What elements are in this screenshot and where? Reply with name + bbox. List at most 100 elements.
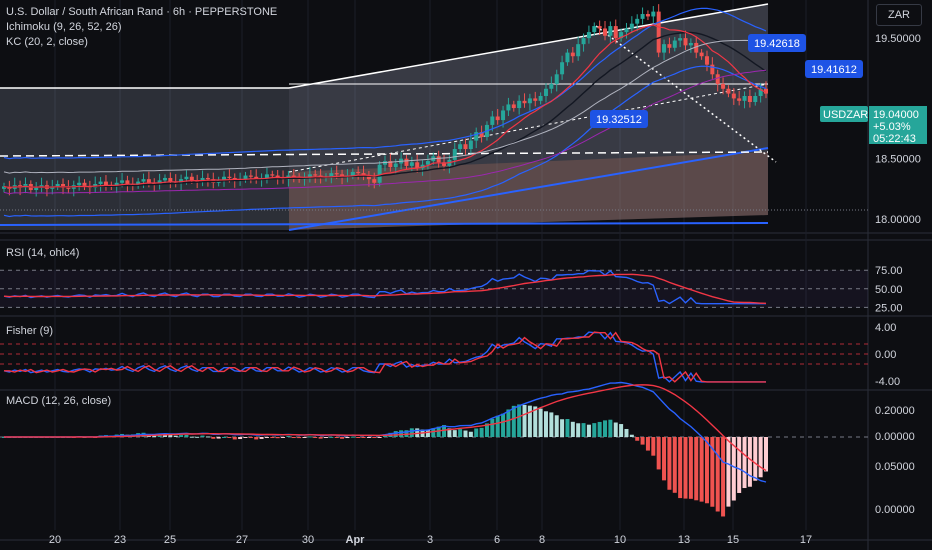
indicator-ichimoku-label[interactable]: Ichimoku (9, 26, 52, 26): [6, 21, 122, 33]
candle: [710, 64, 715, 75]
macd-hist-bar: [366, 437, 371, 438]
candle: [608, 26, 613, 36]
candle: [688, 42, 693, 46]
candle: [179, 179, 184, 183]
candle: [157, 180, 162, 184]
support-line-blue: [0, 222, 769, 226]
candle: [409, 162, 414, 166]
span-a-line: [3, 39, 767, 174]
candle: [77, 182, 82, 186]
macd-hist-bar: [318, 437, 323, 439]
candle: [248, 175, 253, 177]
candle: [388, 161, 393, 168]
macd-hist-bar: [597, 421, 602, 437]
macd-signal-line: [4, 384, 767, 472]
candle: [619, 32, 624, 39]
candle: [66, 187, 71, 189]
currency-selector[interactable]: ZAR: [876, 4, 922, 26]
macd-hist-bar: [543, 411, 548, 437]
rising-trendline-blue: [288, 147, 769, 231]
candle: [753, 95, 758, 103]
macd-hist-bar: [227, 437, 232, 438]
candle: [694, 42, 699, 53]
candle: [737, 98, 742, 101]
macd-hist-bar: [704, 437, 709, 504]
candle: [479, 132, 484, 137]
price-callout-box: [805, 60, 863, 78]
fisher-pane-title: Fisher (9): [6, 325, 54, 337]
macd-hist-bar: [259, 437, 264, 439]
macd-hist-bar: [458, 429, 463, 437]
candle: [243, 175, 248, 180]
candle: [560, 62, 565, 75]
candle: [458, 144, 463, 150]
macd-line: [4, 381, 767, 483]
macd-hist-bar: [356, 437, 361, 438]
candle: [200, 177, 205, 182]
rsi-pane-title: RSI (14, ohlc4): [6, 247, 80, 259]
candle: [586, 32, 591, 39]
time-axis-label: 15: [727, 534, 739, 546]
candle: [356, 171, 361, 174]
candle: [721, 83, 726, 89]
candle: [98, 181, 103, 184]
candle: [511, 104, 516, 109]
macd-hist-bar: [527, 405, 532, 437]
macd-hist-bar: [533, 406, 538, 437]
candle: [640, 14, 645, 19]
candle: [576, 44, 581, 57]
macd-hist-bar: [586, 424, 591, 437]
candle: [55, 183, 60, 187]
candle: [656, 11, 661, 53]
time-axis-label: 30: [302, 534, 314, 546]
macd-hist-bar: [764, 437, 768, 472]
candle: [490, 116, 495, 125]
time-axis-label: 23: [114, 534, 126, 546]
candle: [592, 26, 597, 33]
candle: [168, 177, 173, 182]
macd-hist-bar: [350, 436, 355, 438]
macd-hist-bar: [297, 437, 302, 439]
candle: [415, 162, 420, 169]
macd-hist-bar: [195, 436, 200, 438]
range-box-right: [289, 4, 768, 230]
candle: [361, 173, 366, 176]
macd-hist-bar: [184, 434, 189, 437]
candle: [747, 95, 752, 103]
candle: [189, 176, 194, 181]
candle: [651, 11, 656, 17]
price-tick-label: 19.50000: [875, 33, 921, 45]
symbol-tag: [820, 106, 868, 122]
macd-hist-bar: [211, 437, 216, 439]
macd-hist-bar: [629, 434, 634, 437]
macd-hist-bar: [243, 437, 248, 438]
candle: [565, 52, 570, 63]
macd-hist-bar: [275, 437, 280, 439]
macd-hist-bar: [291, 437, 296, 438]
macd-hist-bar: [758, 437, 763, 478]
macd-hist-bar: [731, 437, 736, 501]
candle: [82, 182, 87, 187]
candle: [436, 156, 441, 163]
macd-hist-bar: [522, 404, 527, 437]
macd-hist-bar: [307, 436, 312, 438]
indicator-kc-label[interactable]: KC (20, 2, close): [6, 36, 88, 48]
candle: [672, 40, 677, 48]
macd-hist-bar: [640, 437, 645, 445]
candle: [474, 132, 479, 141]
macd-hist-bar: [361, 437, 366, 438]
candle: [2, 186, 6, 189]
candle: [645, 14, 650, 17]
kc-upper-line: [3, 7, 767, 160]
macd-hist-bar: [538, 408, 543, 437]
macd-hist-bar: [737, 437, 742, 493]
candle: [731, 93, 736, 99]
macd-hist-bar: [399, 430, 404, 437]
time-axis-label: 3: [427, 534, 433, 546]
macd-hist-bar: [726, 437, 731, 507]
macd-hist-bar: [699, 437, 704, 502]
macd-pane-title: MACD (12, 26, close): [6, 395, 112, 407]
candle: [442, 162, 447, 166]
macd-hist-bar: [683, 437, 688, 499]
